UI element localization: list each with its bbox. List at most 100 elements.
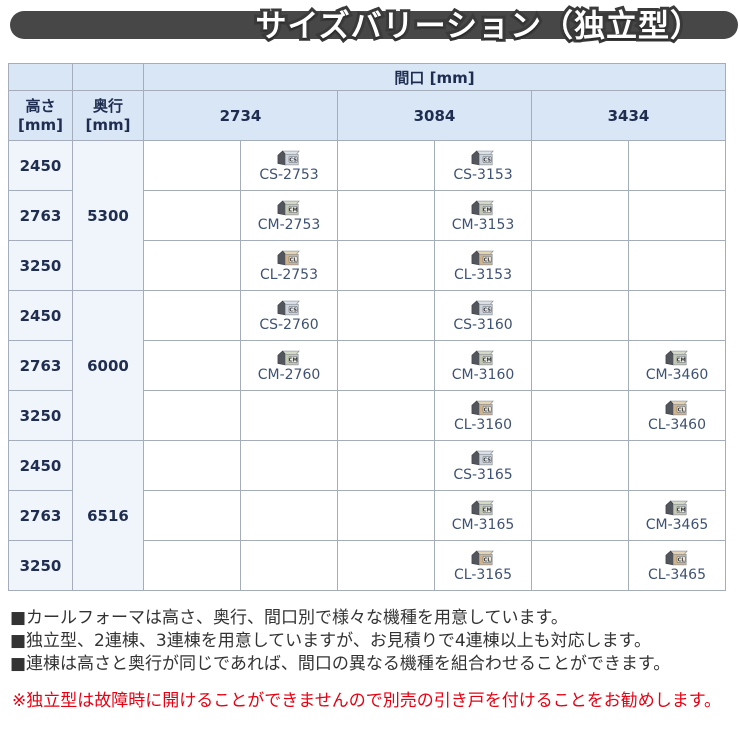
svg-text:CM: CM (677, 507, 686, 513)
header-row-columns: 高さ [mm] 奥行 [mm] 2734 3084 3434 (8, 90, 726, 141)
svg-text:CM: CM (483, 507, 492, 513)
cl-product-icon: CL (471, 550, 494, 566)
empty-cell (628, 140, 726, 191)
empty-cell (337, 190, 435, 241)
empty-cell (531, 340, 629, 391)
product-code: CL-3165 (453, 567, 512, 583)
empty-cell (531, 240, 629, 291)
empty-cell (337, 390, 435, 441)
product-cell: CL CL-3460 (628, 390, 726, 441)
product-code: CM-3153 (451, 217, 515, 233)
empty-cell (531, 440, 629, 491)
svg-text:CL: CL (290, 257, 298, 263)
svg-text:CS: CS (289, 157, 297, 163)
empty-cell (143, 390, 241, 441)
height-cell: 2763 (8, 340, 73, 391)
empty-cell (143, 240, 241, 291)
cm-product-icon: CM (665, 500, 688, 516)
empty-cell (531, 540, 629, 591)
product-cell: CM CM-3153 (434, 190, 532, 241)
cm-product-icon: CM (471, 350, 494, 366)
note-line: ■カールフォーマは高さ、奥行、間口別で様々な機種を用意しています。 (10, 608, 568, 628)
product-cell: CS CS-3153 (434, 140, 532, 191)
page-title: サイズバリーション（独立型） (253, 6, 704, 48)
product-cell: CL CL-3165 (434, 540, 532, 591)
product-code: CL-3153 (453, 267, 512, 283)
svg-text:CS: CS (483, 157, 491, 163)
product-code: CL-2753 (259, 267, 318, 283)
product-code: CM-3465 (645, 517, 709, 533)
empty-cell (240, 440, 338, 491)
product-code: CS-2753 (259, 167, 319, 183)
table-row: 2763 CM CM-3165 CM CM-3465 (8, 490, 726, 541)
header-blank-height (8, 63, 73, 91)
cs-product-icon: CS (277, 300, 300, 316)
empty-cell (143, 290, 241, 341)
product-code: CM-2760 (257, 367, 321, 383)
cm-product-icon: CM (471, 500, 494, 516)
svg-text:CM: CM (289, 207, 298, 213)
cs-product-icon: CS (471, 300, 494, 316)
table-row: 2763 CM CM-2753 CM CM-3153 (8, 190, 726, 241)
product-cell: CM CM-3460 (628, 340, 726, 391)
empty-cell (337, 540, 435, 591)
product-code: CM-2753 (257, 217, 321, 233)
height-cell: 2763 (8, 490, 73, 541)
table-row: 2450 6516 CS CS-3165 (8, 440, 726, 591)
product-code: CS-3165 (453, 467, 513, 483)
empty-cell (337, 240, 435, 291)
empty-cell (143, 540, 241, 591)
product-cell: CL CL-3465 (628, 540, 726, 591)
svg-text:CL: CL (484, 257, 492, 263)
product-code: CL-3160 (453, 417, 512, 433)
header-width-2734: 2734 (143, 90, 338, 141)
cl-product-icon: CL (665, 550, 688, 566)
svg-text:CS: CS (289, 307, 297, 313)
empty-cell (240, 390, 338, 441)
height-cell: 2450 (8, 290, 73, 341)
empty-cell (337, 440, 435, 491)
cm-product-icon: CM (277, 200, 300, 216)
empty-cell (628, 290, 726, 341)
empty-cell (531, 390, 629, 441)
table-row: 3250 CL CL-3165 CL CL-3465 (8, 540, 726, 591)
svg-text:CL: CL (678, 407, 686, 413)
empty-cell (143, 490, 241, 541)
header-width-3084: 3084 (337, 90, 532, 141)
empty-cell (531, 190, 629, 241)
empty-cell (337, 490, 435, 541)
header-width-3434: 3434 (531, 90, 726, 141)
product-cell: CL CL-3153 (434, 240, 532, 291)
product-code: CS-2760 (259, 317, 319, 333)
table-row: 2450 6000 CS CS-2760 CS CS-3160 (8, 290, 726, 441)
height-cell: 3250 (8, 240, 73, 291)
svg-text:CS: CS (483, 307, 491, 313)
notes-block: ■カールフォーマは高さ、奥行、間口別で様々な機種を用意しています。 ■独立型、2… (10, 607, 740, 713)
table-row: 2763 CM CM-2760 CM CM-3160 CM CM-3460 (8, 340, 726, 391)
empty-cell (143, 340, 241, 391)
empty-cell (337, 340, 435, 391)
product-cell: CM CM-3165 (434, 490, 532, 541)
product-cell: CL CL-2753 (240, 240, 338, 291)
empty-cell (143, 140, 241, 191)
header-blank-depth (72, 63, 144, 91)
cl-product-icon: CL (277, 250, 300, 266)
header-height: 高さ [mm] (8, 90, 73, 141)
height-cell: 2763 (8, 190, 73, 241)
header-opening-width: 間口 [mm] (143, 63, 726, 91)
height-cell: 2450 (8, 140, 73, 191)
empty-cell (337, 140, 435, 191)
product-cell: CM CM-3160 (434, 340, 532, 391)
product-code: CM-3160 (451, 367, 515, 383)
size-variation-table: 間口 [mm] 高さ [mm] 奥行 [mm] 2734 3084 3434 2… (8, 63, 726, 591)
cl-product-icon: CL (471, 400, 494, 416)
cm-product-icon: CM (471, 200, 494, 216)
product-code: CM-3460 (645, 367, 709, 383)
depth-cell: 5300 (72, 140, 144, 291)
depth-cell: 6000 (72, 290, 144, 441)
header-depth: 奥行 [mm] (72, 90, 144, 141)
cl-product-icon: CL (665, 400, 688, 416)
depth-cell: 6516 (72, 440, 144, 591)
height-cell: 3250 (8, 540, 73, 591)
header-row-span: 間口 [mm] (8, 63, 726, 91)
